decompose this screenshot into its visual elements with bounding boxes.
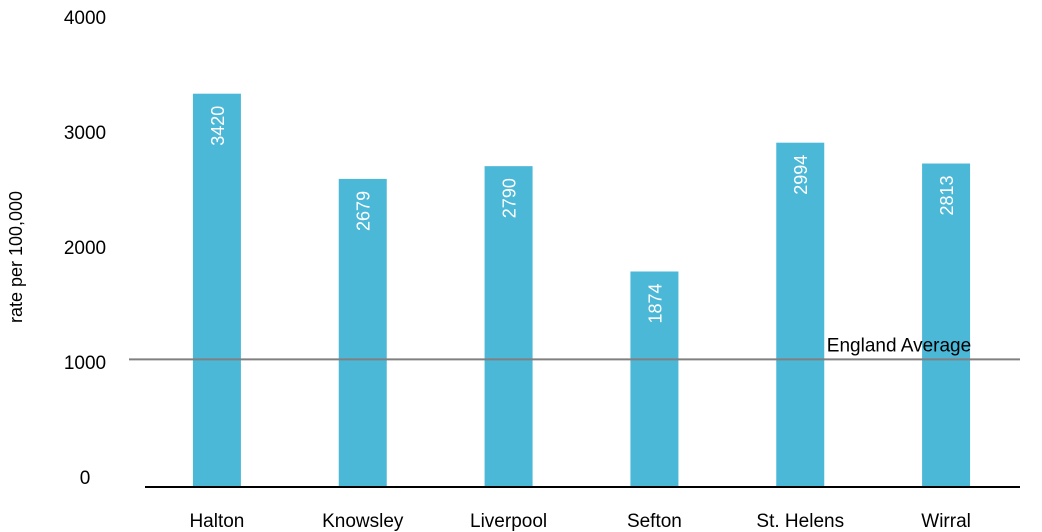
y-tick-label: 0 xyxy=(80,468,91,489)
x-category-label: Sefton xyxy=(627,511,682,532)
bar-value-label: 2790 xyxy=(500,178,520,218)
x-category-label: St. Helens xyxy=(756,511,844,532)
bar-value-labels: 3420 2679 2790 1874 2994 2813 xyxy=(208,106,957,324)
england-average-label: England Average xyxy=(827,335,971,356)
bar-sefton xyxy=(630,271,679,487)
bar-value-label: 2679 xyxy=(354,191,374,231)
y-axis-title: rate per 100,000 xyxy=(6,191,26,323)
bar-knowsley xyxy=(338,178,387,488)
y-tick-label: 2000 xyxy=(64,238,106,259)
x-axis-category-labels: Halton Knowsley Liverpool Sefton St. Helens W… xyxy=(189,511,970,532)
bar-value-label: 2994 xyxy=(791,155,811,195)
bar-halton xyxy=(192,93,241,487)
bar-value-label: 2813 xyxy=(937,176,957,216)
bar-value-label: 1874 xyxy=(645,283,665,323)
y-axis-ticks: 0 1000 2000 3000 4000 xyxy=(64,8,106,489)
bar-value-label: 3420 xyxy=(208,106,228,146)
x-category-label: Wirral xyxy=(921,511,971,532)
bar-wirral xyxy=(922,163,971,487)
y-tick-label: 3000 xyxy=(64,123,106,144)
bars xyxy=(192,93,971,488)
y-tick-label: 4000 xyxy=(64,8,106,29)
bar-liverpool xyxy=(484,166,533,487)
x-category-label: Liverpool xyxy=(470,511,547,532)
bar-st-helens xyxy=(776,142,825,487)
x-category-label: Halton xyxy=(189,511,244,532)
x-category-label: Knowsley xyxy=(322,511,404,532)
y-tick-label: 1000 xyxy=(64,353,106,374)
